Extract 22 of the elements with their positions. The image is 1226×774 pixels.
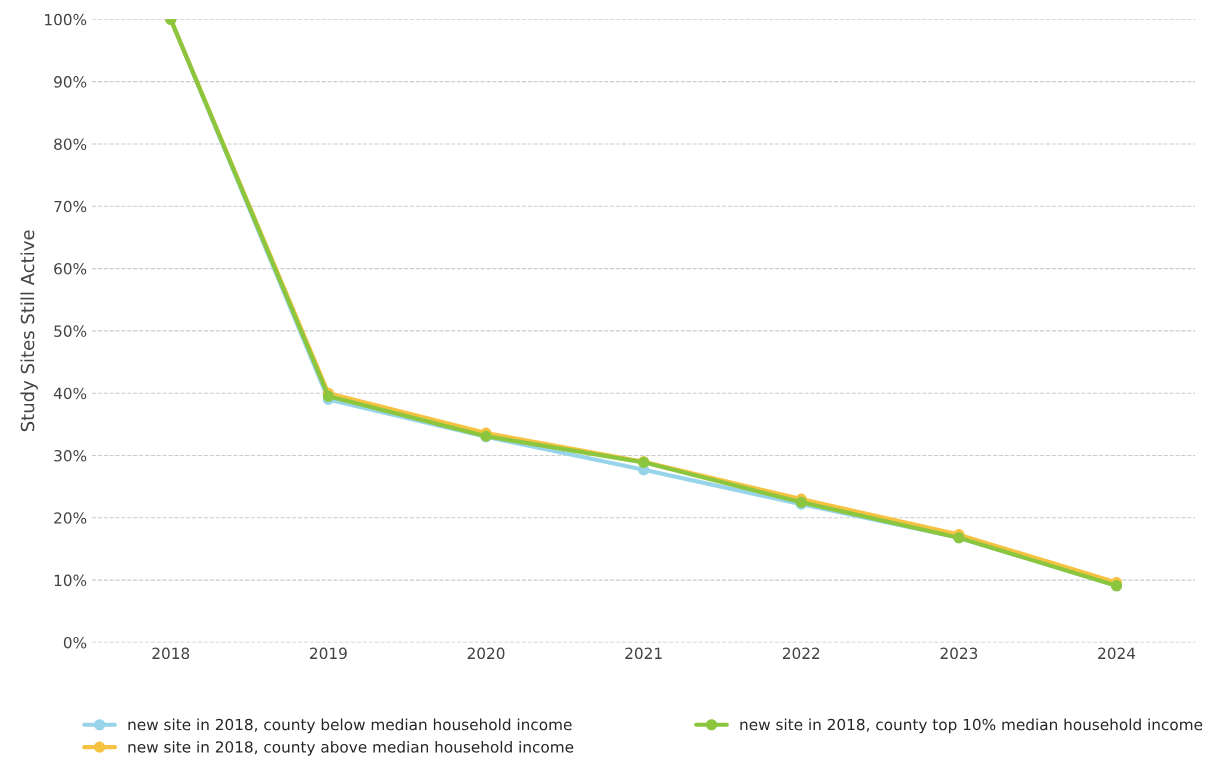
legend-label: new site in 2018, county top 10% median household income <box>740 718 1203 734</box>
y-tick-label: 10% <box>54 574 87 587</box>
y-tick-label: 20% <box>54 512 87 524</box>
x-tick-label: 2018 <box>152 647 190 660</box>
y-tick-label: 100% <box>45 13 87 26</box>
legend-label: new site in 2018, county above median household income <box>128 740 574 756</box>
x-tick-label: 2020 <box>467 647 505 660</box>
y-tick-label: 40% <box>53 387 87 400</box>
legend-label: new site in 2018, county below median household income <box>128 718 572 734</box>
x-tick-label: 2023 <box>940 647 978 660</box>
y-axis-title: Study Sites Still Active <box>20 230 38 432</box>
y-tick-label: 60% <box>54 263 87 275</box>
y-tick-label: 30% <box>54 449 87 462</box>
x-tick-label: 2022 <box>782 647 820 660</box>
x-tick-label: 2019 <box>310 647 347 660</box>
y-tick-label: 90% <box>54 76 87 88</box>
y-tick-label: 80% <box>54 138 87 150</box>
x-tick-label: 2024 <box>1098 647 1136 660</box>
x-tick-label: 2021 <box>625 647 662 660</box>
y-tick-label: 50% <box>54 325 87 337</box>
y-tick-label: 70% <box>54 200 87 213</box>
y-tick-label: 0% <box>63 636 87 649</box>
